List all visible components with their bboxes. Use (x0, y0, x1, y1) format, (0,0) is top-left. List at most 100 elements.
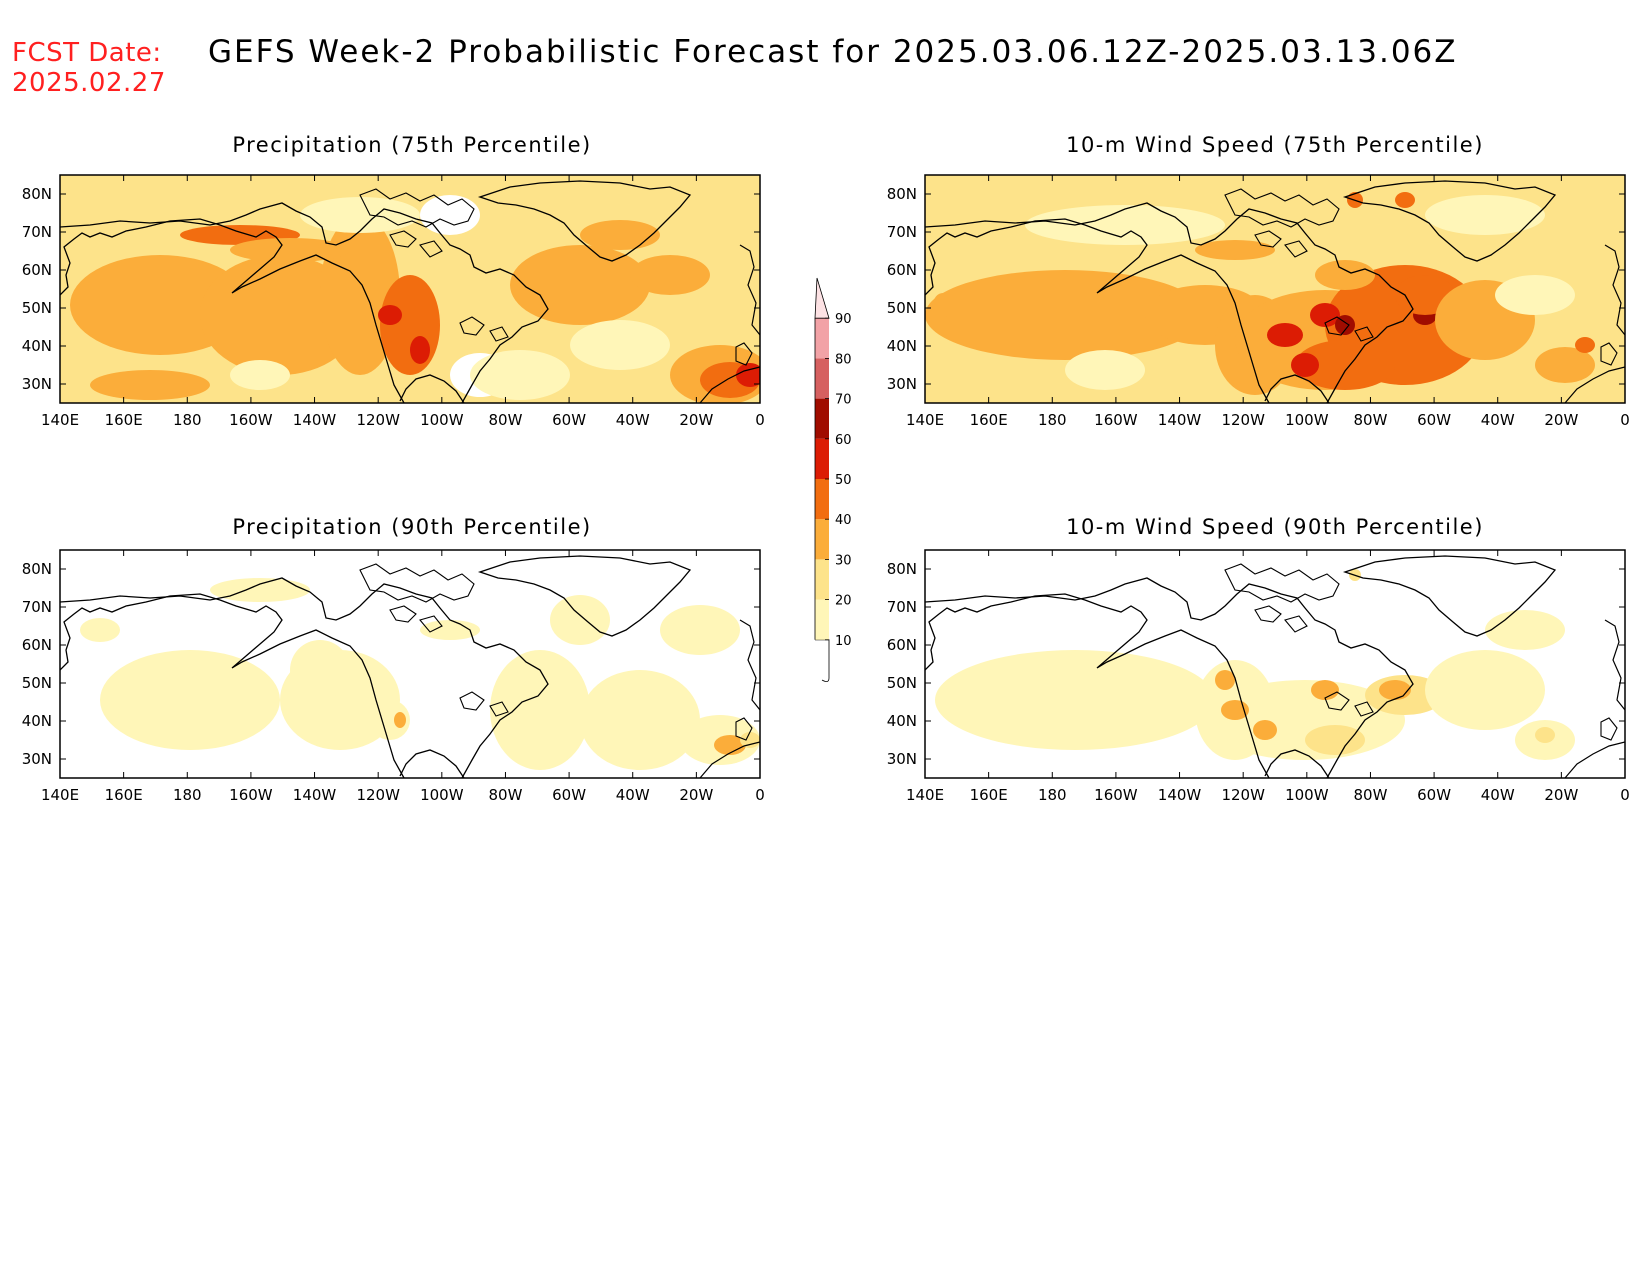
lon-label: 140E (906, 411, 944, 429)
map-frame (59, 549, 761, 779)
colorbar-label: 30 (835, 553, 852, 568)
probability-contour (470, 350, 570, 400)
lon-label: 60W (552, 786, 586, 804)
probability-contour (935, 650, 1215, 750)
probability-contour (580, 670, 700, 770)
panel-title-wind-90: 10-m Wind Speed (90th Percentile) (1066, 515, 1484, 539)
lat-label: 60N (887, 261, 917, 279)
lat-label: 70N (22, 223, 52, 241)
lat-label: 60N (22, 636, 52, 654)
probability-field (60, 550, 760, 778)
lon-label: 160E (105, 411, 143, 429)
probability-contour (490, 650, 590, 770)
probability-field (925, 550, 1625, 778)
lon-label: 160W (229, 411, 273, 429)
probability-contour (1425, 195, 1545, 235)
lon-label: 60W (1417, 411, 1451, 429)
probability-contour (933, 293, 953, 317)
probability-field (925, 175, 1625, 403)
probability-contour (714, 735, 746, 755)
lat-label: 50N (22, 299, 52, 317)
lon-label: 120W (1221, 411, 1265, 429)
colorbar-segment (815, 318, 829, 359)
probability-contour (1535, 347, 1595, 383)
lon-label: 160E (105, 786, 143, 804)
lat-label: 30N (887, 750, 917, 768)
panel-title-precip-90: Precipitation (90th Percentile) (232, 515, 592, 539)
lat-label: 40N (887, 337, 917, 355)
lat-label: 80N (887, 560, 917, 578)
lon-label: 20W (679, 786, 713, 804)
colorbar-label: 70 (835, 393, 852, 408)
lat-label: 70N (887, 598, 917, 616)
panel-title-wind-75: 10-m Wind Speed (75th Percentile) (1066, 133, 1484, 157)
probability-contour (1305, 725, 1365, 755)
lat-label: 30N (887, 375, 917, 393)
probability-contour (210, 578, 310, 602)
probability-contour (420, 620, 480, 640)
lon-label: 100W (1285, 786, 1329, 804)
colorbar-label: 40 (835, 513, 852, 528)
page-title: GEFS Week-2 Probabilistic Forecast for 2… (208, 34, 1458, 70)
probability-contour (90, 370, 210, 400)
probability-contour (550, 595, 610, 645)
lon-label: 100W (420, 411, 464, 429)
probability-contour (394, 712, 406, 728)
probability-contour (925, 270, 1205, 360)
probability-contour (1065, 350, 1145, 390)
fcst-date-value: 2025.02.27 (12, 68, 166, 98)
probability-contour (660, 605, 740, 655)
probability-contour (1575, 337, 1595, 353)
lon-label: 80W (488, 786, 522, 804)
probability-contour (1485, 610, 1565, 650)
lon-label: 160W (1094, 786, 1138, 804)
lat-label: 40N (22, 337, 52, 355)
lon-label: 80W (1353, 786, 1387, 804)
lon-label: 60W (552, 411, 586, 429)
panel-title-precip-75: Precipitation (75th Percentile) (232, 133, 592, 157)
map-panel-precip-75: 140E 160E 180 160W 140W 120W 100W 80W 60W 40W 20W 0… (22, 174, 765, 429)
lon-label: 140E (41, 786, 79, 804)
lon-label: 40W (1481, 786, 1515, 804)
colorbar-segment (815, 479, 829, 520)
colorbar-label: 20 (835, 594, 852, 609)
lon-label: 180 (173, 786, 202, 804)
map-panel-precip-90: 140E 160E 180 160W 140W 120W 100W 80W 60W 40W 20W 0… (22, 549, 765, 804)
lon-label: 140W (1158, 786, 1202, 804)
probability-contour (630, 255, 710, 295)
lat-label: 70N (887, 223, 917, 241)
colorbar-label: 10 (835, 634, 852, 649)
lat-label: 50N (22, 674, 52, 692)
probability-contour (1195, 240, 1275, 260)
lat-label: 40N (887, 712, 917, 730)
probability-contour (1535, 727, 1555, 743)
lon-label: 140E (906, 786, 944, 804)
lon-label: 180 (173, 411, 202, 429)
probability-contour (1295, 340, 1395, 390)
lon-label: 140W (293, 411, 337, 429)
probability-contour (740, 732, 760, 748)
colorbar-label: 60 (835, 433, 852, 448)
lon-label: 160E (970, 786, 1008, 804)
lon-label: 80W (1353, 411, 1387, 429)
probability-contour (570, 320, 670, 370)
lon-label: 140W (1158, 411, 1202, 429)
probability-contour (1311, 680, 1339, 700)
probability-contour (80, 618, 120, 642)
probability-contour (1315, 260, 1375, 290)
probability-contour (200, 255, 360, 375)
colorbar-segment (815, 358, 829, 399)
lon-label: 120W (356, 786, 400, 804)
lon-label: 0 (1620, 786, 1630, 804)
colorbar-label: 90 (835, 312, 852, 327)
lon-label: 40W (616, 786, 650, 804)
probability-contour (580, 220, 660, 250)
lon-label: 20W (1544, 411, 1578, 429)
lon-label: 0 (755, 786, 765, 804)
lat-label: 80N (22, 185, 52, 203)
lon-label: 120W (356, 411, 400, 429)
map-panel-wind-90: 140E 160E 180 160W 140W 120W 100W 80W 60W 40W 20W 0… (887, 549, 1630, 804)
lat-label: 40N (22, 712, 52, 730)
probability-contour (1221, 700, 1249, 720)
